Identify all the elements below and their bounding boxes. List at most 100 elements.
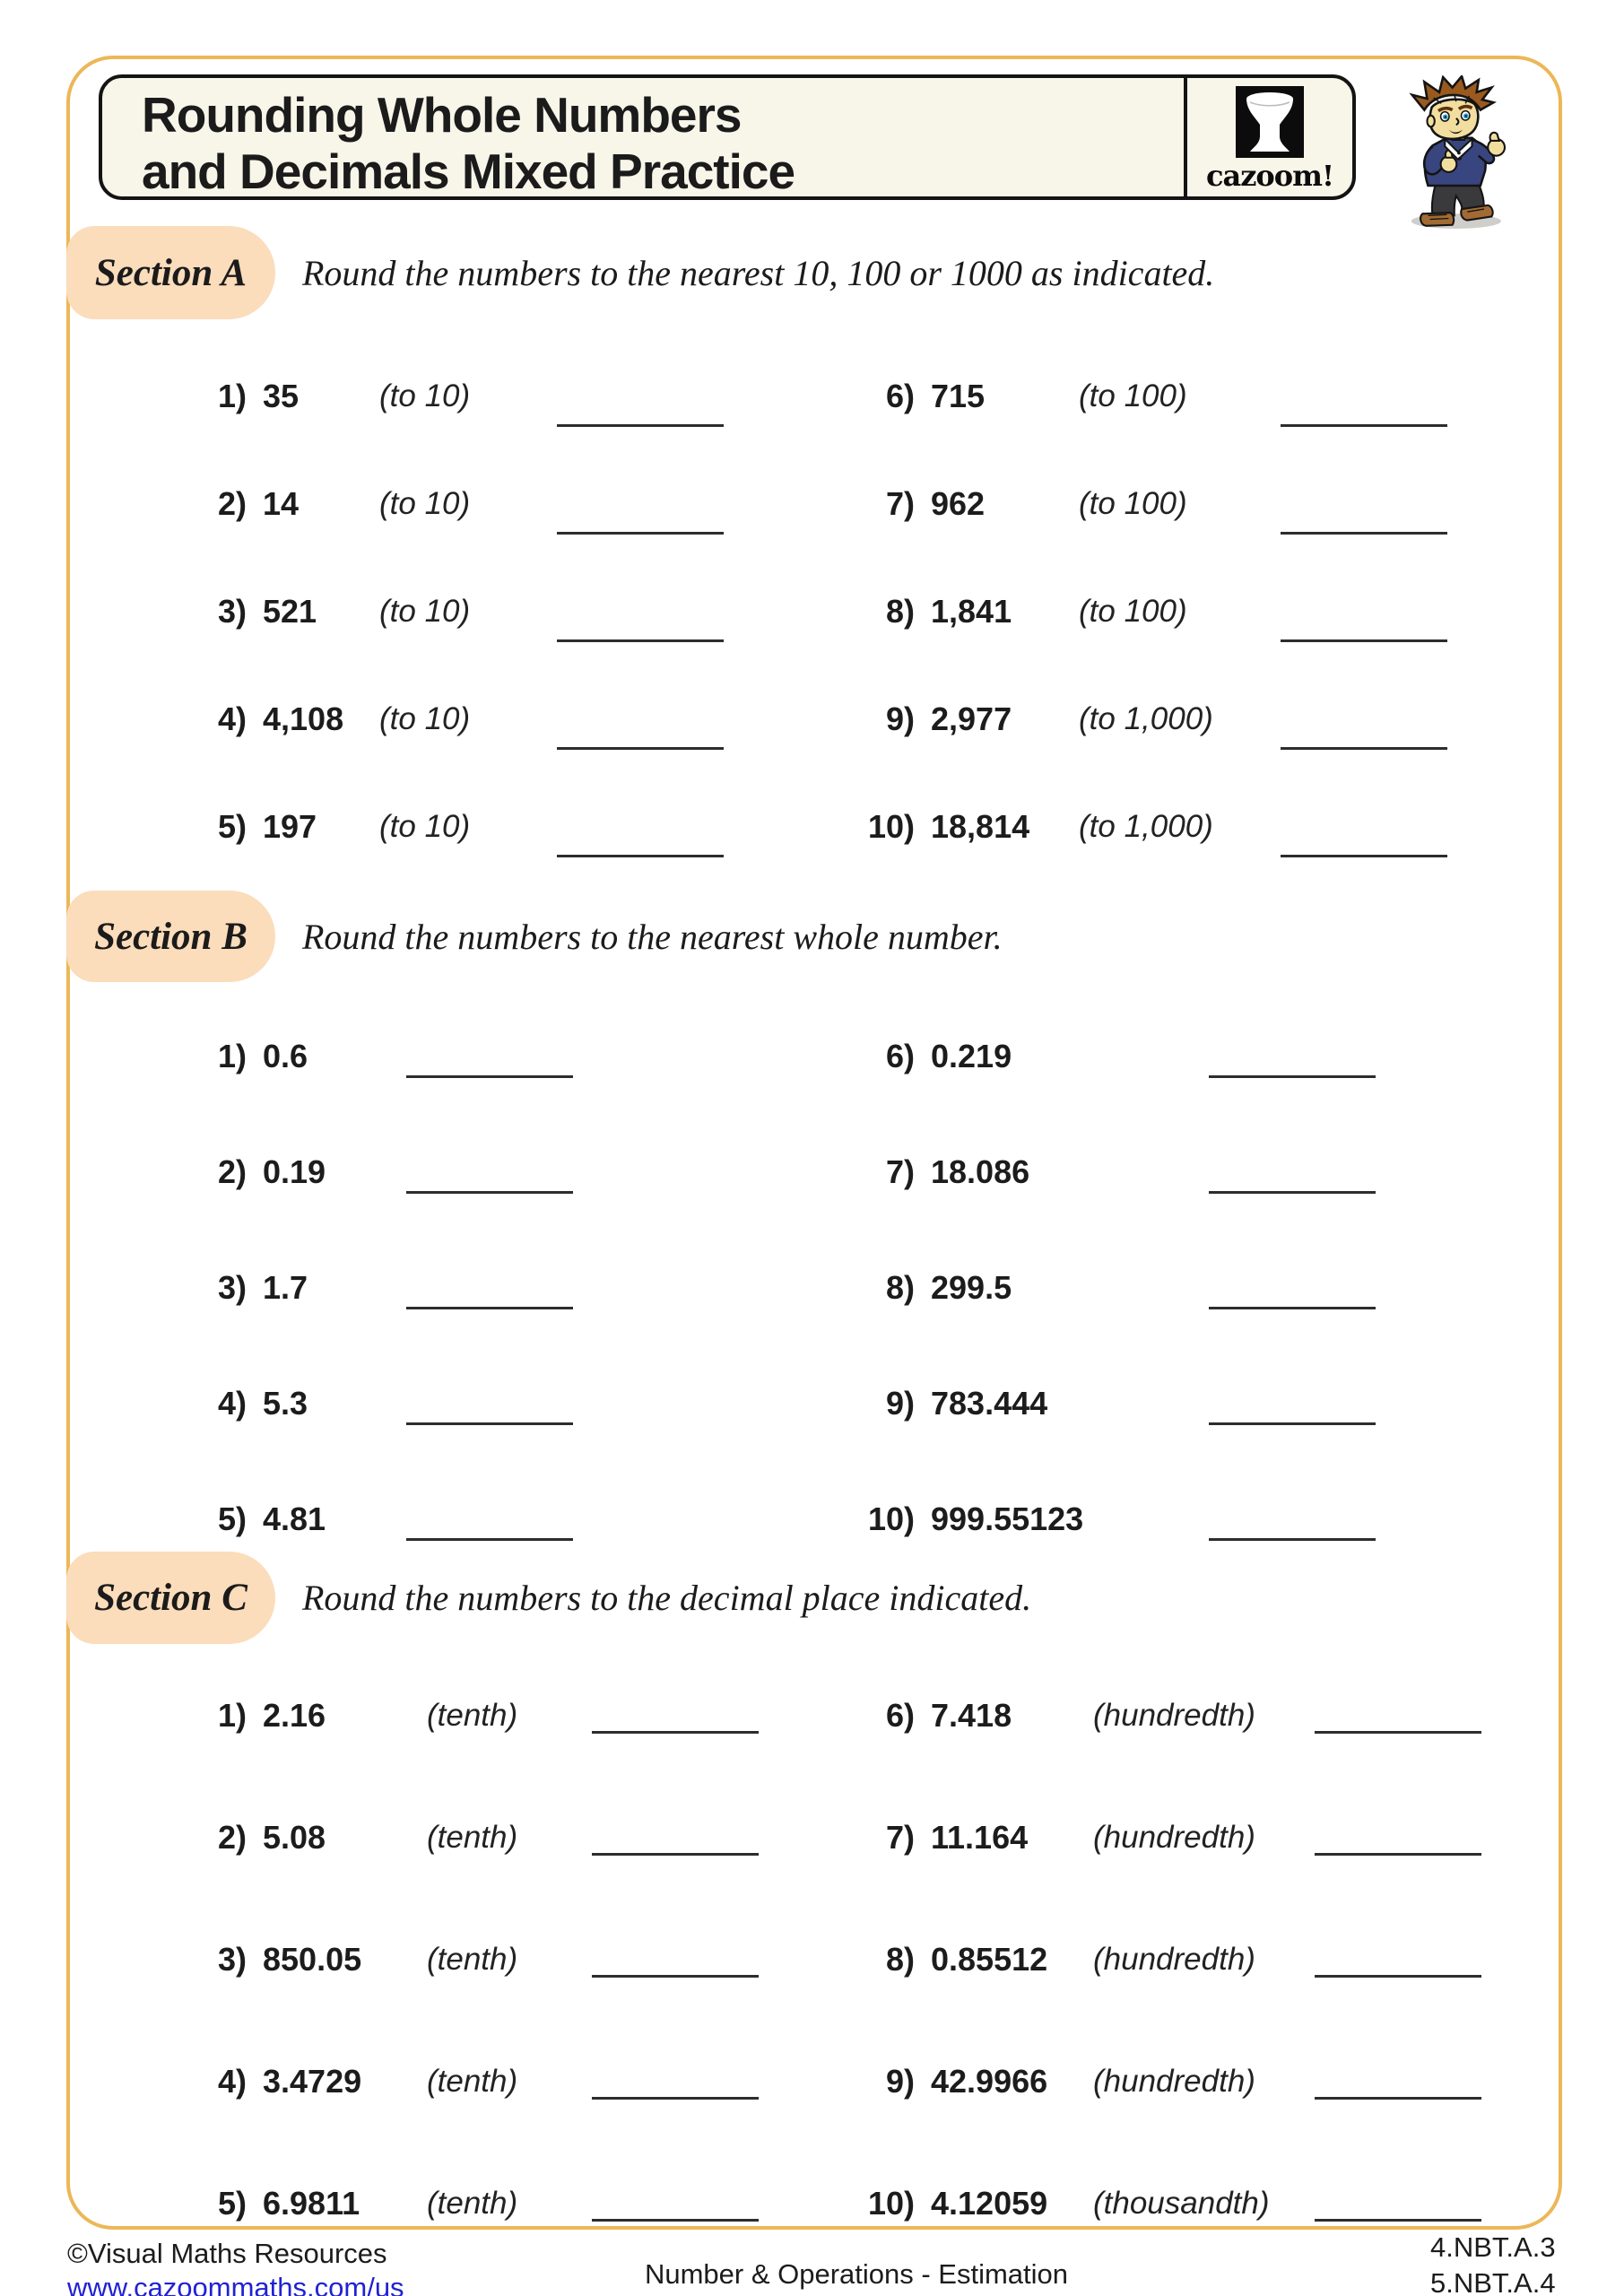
answer-blank[interactable] [592, 2186, 759, 2222]
item-value: 5.08 [263, 1819, 326, 1856]
item-value: 521 [263, 593, 317, 630]
item-qualifier: (to 10) [379, 378, 471, 413]
answer-blank[interactable] [1209, 1386, 1376, 1425]
section-instruction: Round the numbers to the decimal place i… [302, 1578, 1032, 1618]
item-number: 2) [217, 1153, 247, 1190]
answer-blank[interactable] [1281, 809, 1447, 857]
item-row: 9) 42.9966 (hundredth) [843, 2064, 1481, 2100]
item-value: 4.81 [263, 1500, 326, 1537]
item-qualifier: (to 100) [1079, 594, 1187, 629]
item-value: 2.16 [263, 1697, 326, 1734]
answer-blank[interactable] [406, 1501, 573, 1541]
section-label: Section B [66, 891, 275, 982]
item-number: 5) [217, 2185, 247, 2222]
section-label: Section C [66, 1552, 275, 1644]
item-number: 5) [217, 1500, 247, 1537]
item-value: 715 [931, 378, 986, 414]
answer-blank[interactable] [1281, 594, 1447, 642]
item-value: 35 [263, 378, 300, 414]
item-row: 8) 0.85512 (hundredth) [843, 1942, 1481, 1978]
page-title-line1: Rounding Whole Numbers [142, 87, 743, 143]
item-row: 6) 0.219 [843, 1039, 1376, 1078]
answer-blank[interactable] [592, 2064, 759, 2100]
item-value: 0.19 [263, 1153, 326, 1190]
answer-blank[interactable] [1315, 2064, 1481, 2100]
item-row: 10) 18,814 (to 1,000) [843, 809, 1447, 857]
answer-blank[interactable] [557, 486, 724, 535]
item-row: 2) 14 (to 10) [175, 486, 724, 535]
footer-standards: 4.NBT.A.3 5.NBT.A.4 [1430, 2230, 1556, 2296]
item-number: 1) [217, 1038, 247, 1074]
answer-blank[interactable] [592, 1820, 759, 1856]
item-value: 1.7 [263, 1269, 308, 1306]
answer-blank[interactable] [406, 1154, 573, 1194]
item-value: 0.6 [263, 1038, 308, 1074]
answer-blank[interactable] [1281, 378, 1447, 427]
item-value: 0.219 [931, 1038, 1012, 1074]
item-row: 2) 0.19 [175, 1154, 573, 1194]
item-value: 1,841 [931, 593, 1012, 630]
answer-blank[interactable] [1315, 1820, 1481, 1856]
item-value: 14 [263, 485, 300, 522]
item-number: 1) [217, 1697, 247, 1734]
answer-blank[interactable] [1281, 486, 1447, 535]
item-row: 2) 5.08 (tenth) [175, 1820, 759, 1856]
answer-blank[interactable] [592, 1942, 759, 1978]
answer-blank[interactable] [557, 594, 724, 642]
item-value: 0.85512 [931, 1941, 1048, 1978]
item-number: 9) [885, 1385, 915, 1422]
item-number: 5) [217, 808, 247, 845]
answer-blank[interactable] [557, 378, 724, 427]
answer-blank[interactable] [557, 809, 724, 857]
item-value: 42.9966 [931, 2063, 1048, 2100]
answer-blank[interactable] [406, 1386, 573, 1425]
item-qualifier: (hundredth) [1093, 1698, 1255, 1733]
answer-blank[interactable] [557, 701, 724, 750]
item-number: 3) [217, 593, 247, 630]
item-number: 9) [885, 2063, 915, 2100]
footer-website-link[interactable]: www.cazoommaths.com/us [67, 2272, 404, 2296]
answer-blank[interactable] [1315, 1698, 1481, 1734]
item-value: 4.12059 [931, 2185, 1048, 2222]
item-value: 2,977 [931, 700, 1012, 737]
footer-copyright: ©Visual Maths Resources [67, 2238, 387, 2269]
item-number: 8) [885, 593, 915, 630]
item-number: 10) [867, 1500, 915, 1537]
item-row: 8) 1,841 (to 100) [843, 594, 1447, 642]
item-row: 6) 7.418 (hundredth) [843, 1698, 1481, 1734]
item-row: 1) 0.6 [175, 1039, 573, 1078]
item-value: 783.444 [931, 1385, 1048, 1422]
answer-blank[interactable] [406, 1270, 573, 1309]
item-row: 3) 1.7 [175, 1270, 573, 1309]
item-row: 9) 2,977 (to 1,000) [843, 701, 1447, 750]
answer-blank[interactable] [592, 1698, 759, 1734]
answer-blank[interactable] [1209, 1154, 1376, 1194]
item-row: 7) 11.164 (hundredth) [843, 1820, 1481, 1856]
item-number: 4) [217, 1385, 247, 1422]
title-box: Rounding Whole Numbers and Decimals Mixe… [99, 74, 1356, 200]
answer-blank[interactable] [1209, 1270, 1376, 1309]
item-value: 7.418 [931, 1697, 1012, 1734]
answer-blank[interactable] [1315, 1942, 1481, 1978]
item-number: 1) [217, 378, 247, 414]
item-number: 9) [885, 700, 915, 737]
item-qualifier: (to 10) [379, 594, 471, 629]
section-instruction: Round the numbers to the nearest whole n… [302, 916, 1003, 957]
answer-blank[interactable] [1281, 701, 1447, 750]
item-qualifier: (tenth) [427, 1698, 518, 1733]
answer-blank[interactable] [406, 1039, 573, 1078]
standard-code: 5.NBT.A.4 [1430, 2267, 1556, 2296]
answer-blank[interactable] [1209, 1039, 1376, 1078]
item-qualifier: (hundredth) [1093, 1942, 1255, 1977]
item-value: 18.086 [931, 1153, 1030, 1190]
item-row: 6) 715 (to 100) [843, 378, 1447, 427]
item-value: 4,108 [263, 700, 344, 737]
page-title: Rounding Whole Numbers and Decimals Mixe… [102, 78, 1184, 199]
answer-blank[interactable] [1315, 2186, 1481, 2222]
item-qualifier: (to 10) [379, 701, 471, 736]
item-qualifier: (tenth) [427, 1942, 518, 1977]
item-row: 3) 521 (to 10) [175, 594, 724, 642]
item-row: 4) 3.4729 (tenth) [175, 2064, 759, 2100]
answer-blank[interactable] [1209, 1501, 1376, 1541]
item-qualifier: (to 1,000) [1079, 809, 1213, 844]
